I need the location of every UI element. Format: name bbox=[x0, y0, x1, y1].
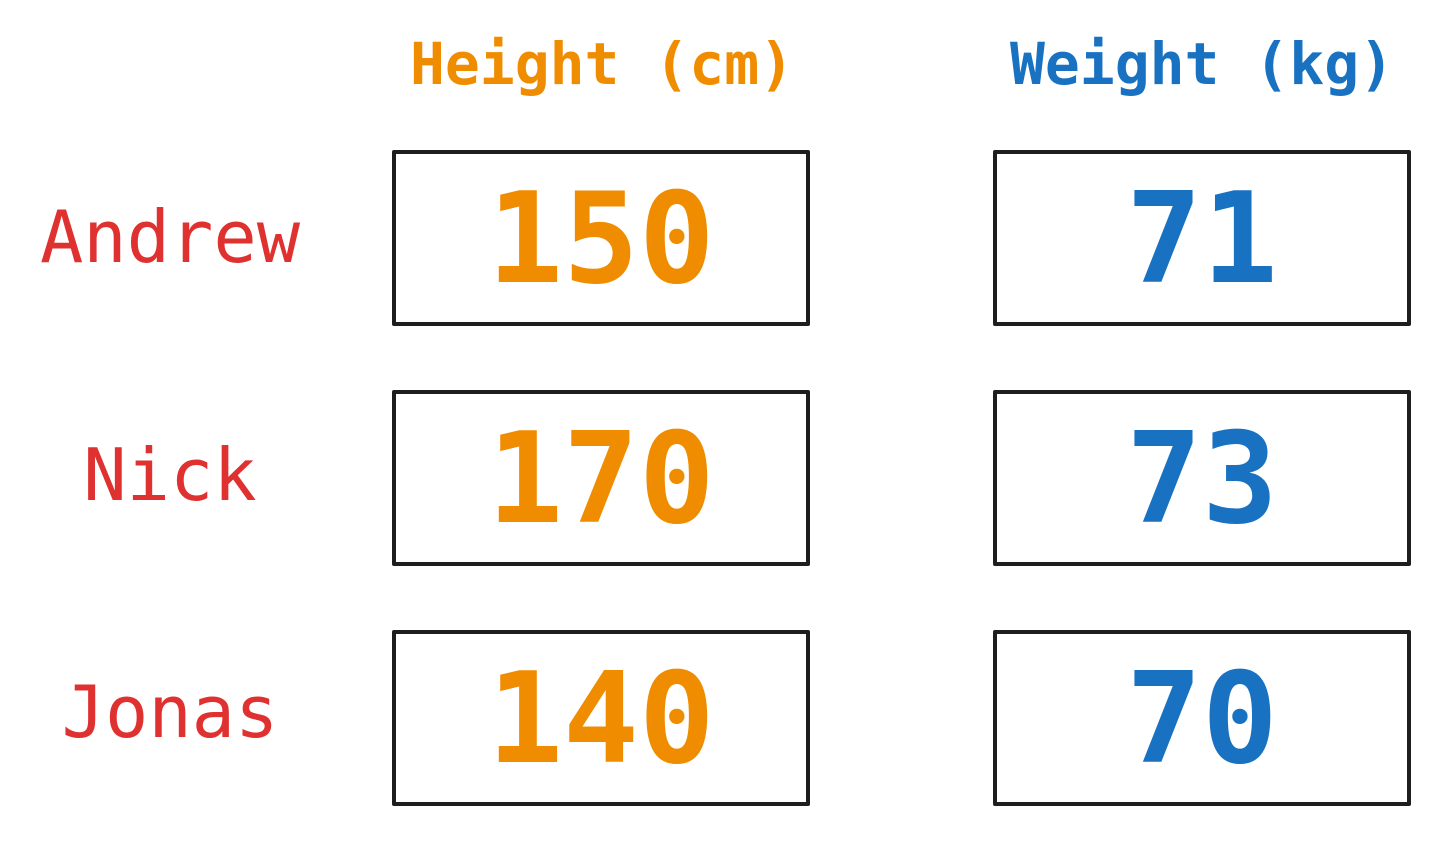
row-name-nick: Nick bbox=[83, 433, 257, 517]
weight-header: Weight (kg) bbox=[1009, 30, 1395, 98]
height-header: Height (cm) bbox=[409, 30, 795, 98]
row-name-andrew: Andrew bbox=[39, 195, 301, 279]
weight-box-andrew: 71 bbox=[993, 150, 1411, 326]
weight-box-jonas: 70 bbox=[993, 630, 1411, 806]
height-box-nick: 170 bbox=[392, 390, 810, 566]
row-name-jonas: Jonas bbox=[61, 670, 279, 754]
weight-box-nick: 73 bbox=[993, 390, 1411, 566]
height-box-andrew: 150 bbox=[392, 150, 810, 326]
height-box-jonas: 140 bbox=[392, 630, 810, 806]
